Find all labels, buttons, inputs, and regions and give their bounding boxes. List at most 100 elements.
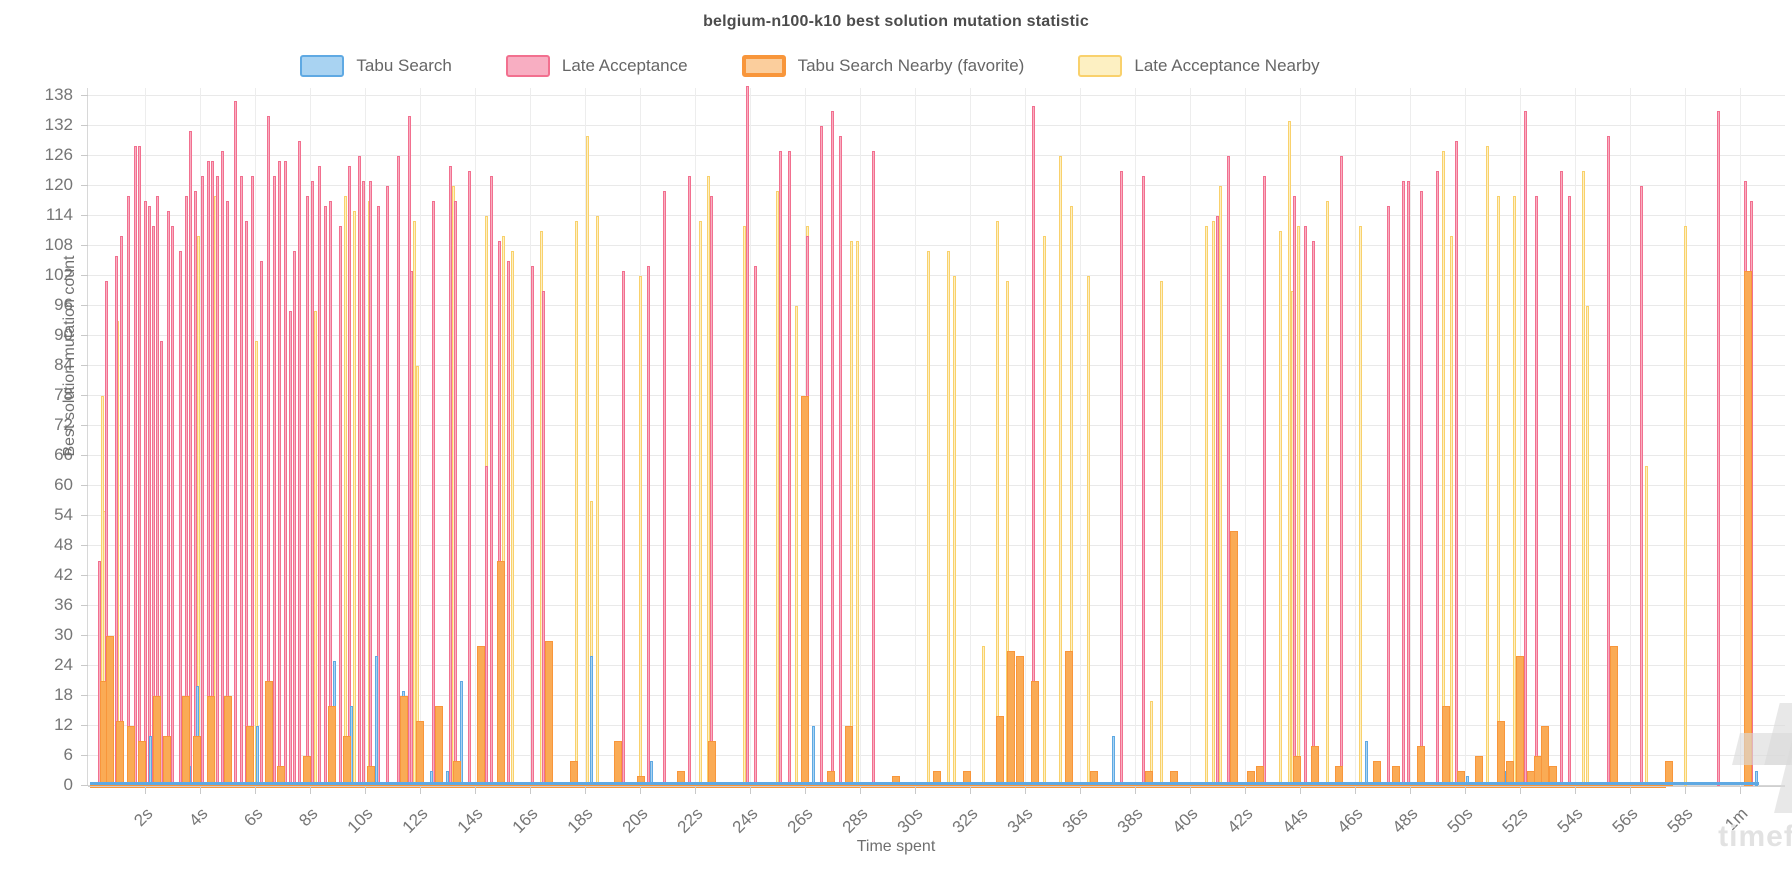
bar-late-acceptance-nearby [638,276,642,786]
bar-late-acceptance [745,86,749,786]
y-tick-label: 102 [44,265,73,284]
bar-late-acceptance [410,271,414,786]
legend-item-late-acceptance-nearby[interactable]: Late Acceptance Nearby [1078,55,1320,77]
bar-late-acceptance-nearby [1359,226,1362,786]
bar-late-acceptance [127,196,130,786]
bar-tabu-search-nearby-favorite [223,696,232,786]
legend-label: Late Acceptance [561,56,688,75]
gridline [88,425,1785,426]
bar-late-acceptance [1407,181,1411,786]
bar-late-acceptance [166,211,170,786]
bar-late-acceptance [1304,226,1307,786]
bar-late-acceptance [432,201,436,786]
bar-late-acceptance [1419,191,1423,786]
y-tick-mark [81,215,88,216]
bar-tabu-search-nearby-favorite [416,721,424,786]
bar-late-acceptance-nearby [344,196,348,786]
bar-tabu-search-nearby-favorite [545,641,554,786]
legend-swatch-icon [505,55,550,77]
bar-late-acceptance [216,176,220,786]
bar-late-acceptance [201,176,205,786]
y-tick-mark [81,95,88,96]
bar-tabu-search-nearby-favorite [1744,271,1753,786]
gridline [915,88,916,786]
x-tick-mark [365,787,366,794]
bar-late-acceptance [831,111,834,786]
bar-late-acceptance-nearby [1449,236,1453,786]
bar-late-acceptance [147,206,151,786]
bar-late-acceptance-nearby [996,221,999,786]
bar-late-acceptance [1524,111,1527,786]
bar-tabu-search-nearby-favorite [1015,656,1024,786]
legend-item-tabu-search-nearby-favorite[interactable]: Tabu Search Nearby (favorite) [741,55,1025,77]
bar-late-acceptance-nearby [850,241,854,786]
bar-tabu-search [374,656,378,786]
gridline [1410,88,1411,786]
bar-late-acceptance [710,196,713,786]
chart-title: belgium-n100-k10 best solution mutation … [703,13,1089,30]
bar-late-acceptance [484,466,488,786]
gridline [695,88,696,786]
bar-late-acceptance [1119,171,1123,786]
bar-tabu-search-nearby-favorite [476,646,485,786]
y-tick-label: 66 [54,445,73,464]
baseline-tabu-search [90,782,1760,785]
bar-late-acceptance [1559,171,1563,786]
y-tick-mark [81,125,88,126]
y-tick-mark [81,515,88,516]
bar-late-acceptance-nearby [1581,171,1585,786]
y-tick-mark [81,185,88,186]
y-tick-mark [81,755,88,756]
y-tick-mark [81,605,88,606]
timefold-watermark: timefold [1688,678,1792,858]
gridline [88,215,1785,216]
bar-late-acceptance [839,136,843,786]
bar-late-acceptance-nearby [314,311,317,786]
bar-late-acceptance [1455,141,1459,786]
gridline [88,395,1785,396]
y-tick-mark [81,695,88,696]
gridline [88,725,1785,726]
y-tick-label: 132 [44,115,73,134]
bar-tabu-search-nearby-favorite [614,741,622,786]
bar-late-acceptance [250,176,254,786]
x-tick-mark [1520,787,1521,794]
bar-tabu-search-nearby-favorite [1311,746,1320,786]
y-tick-mark [81,335,88,336]
gridline [88,515,1785,516]
bar-late-acceptance [289,311,293,786]
bar-late-acceptance-nearby [1211,221,1215,786]
bar-late-acceptance [531,266,535,786]
legend-item-tabu-search[interactable]: Tabu Search [300,55,452,77]
y-tick-label: 72 [54,415,73,434]
watermark-text: timefold [1718,820,1792,853]
x-tick-mark [530,787,531,794]
bar-late-acceptance-nearby [1042,236,1046,786]
legend-label: Tabu Search Nearby (favorite) [797,56,1025,75]
bar-late-acceptance-nearby [510,251,514,786]
bar-late-acceptance-nearby [927,251,931,786]
x-tick-mark [1575,787,1576,794]
bar-late-acceptance [272,176,276,786]
bar-tabu-search-nearby-favorite [207,696,215,786]
bar-late-acceptance [448,166,452,786]
y-tick-label: 84 [54,355,73,374]
legend-item-late-acceptance[interactable]: Late Acceptance [505,55,688,77]
y-tick-label: 18 [54,685,73,704]
y-tick-mark [81,455,88,456]
gridline [1300,88,1301,786]
gridline [1190,88,1191,786]
y-tick-label: 54 [54,505,73,524]
bar-late-acceptance [297,141,301,786]
y-tick-label: 138 [44,85,73,104]
y-tick-mark [81,425,88,426]
bar-late-acceptance [260,261,264,786]
bar-late-acceptance-nearby [699,221,702,786]
bar-late-acceptance [872,151,876,786]
x-tick-mark [750,787,751,794]
gridline [1135,88,1136,786]
gridline [1630,88,1631,786]
bar-late-acceptance [311,181,315,786]
bar-late-acceptance [369,181,372,786]
bar-late-acceptance-nearby [1218,186,1222,786]
